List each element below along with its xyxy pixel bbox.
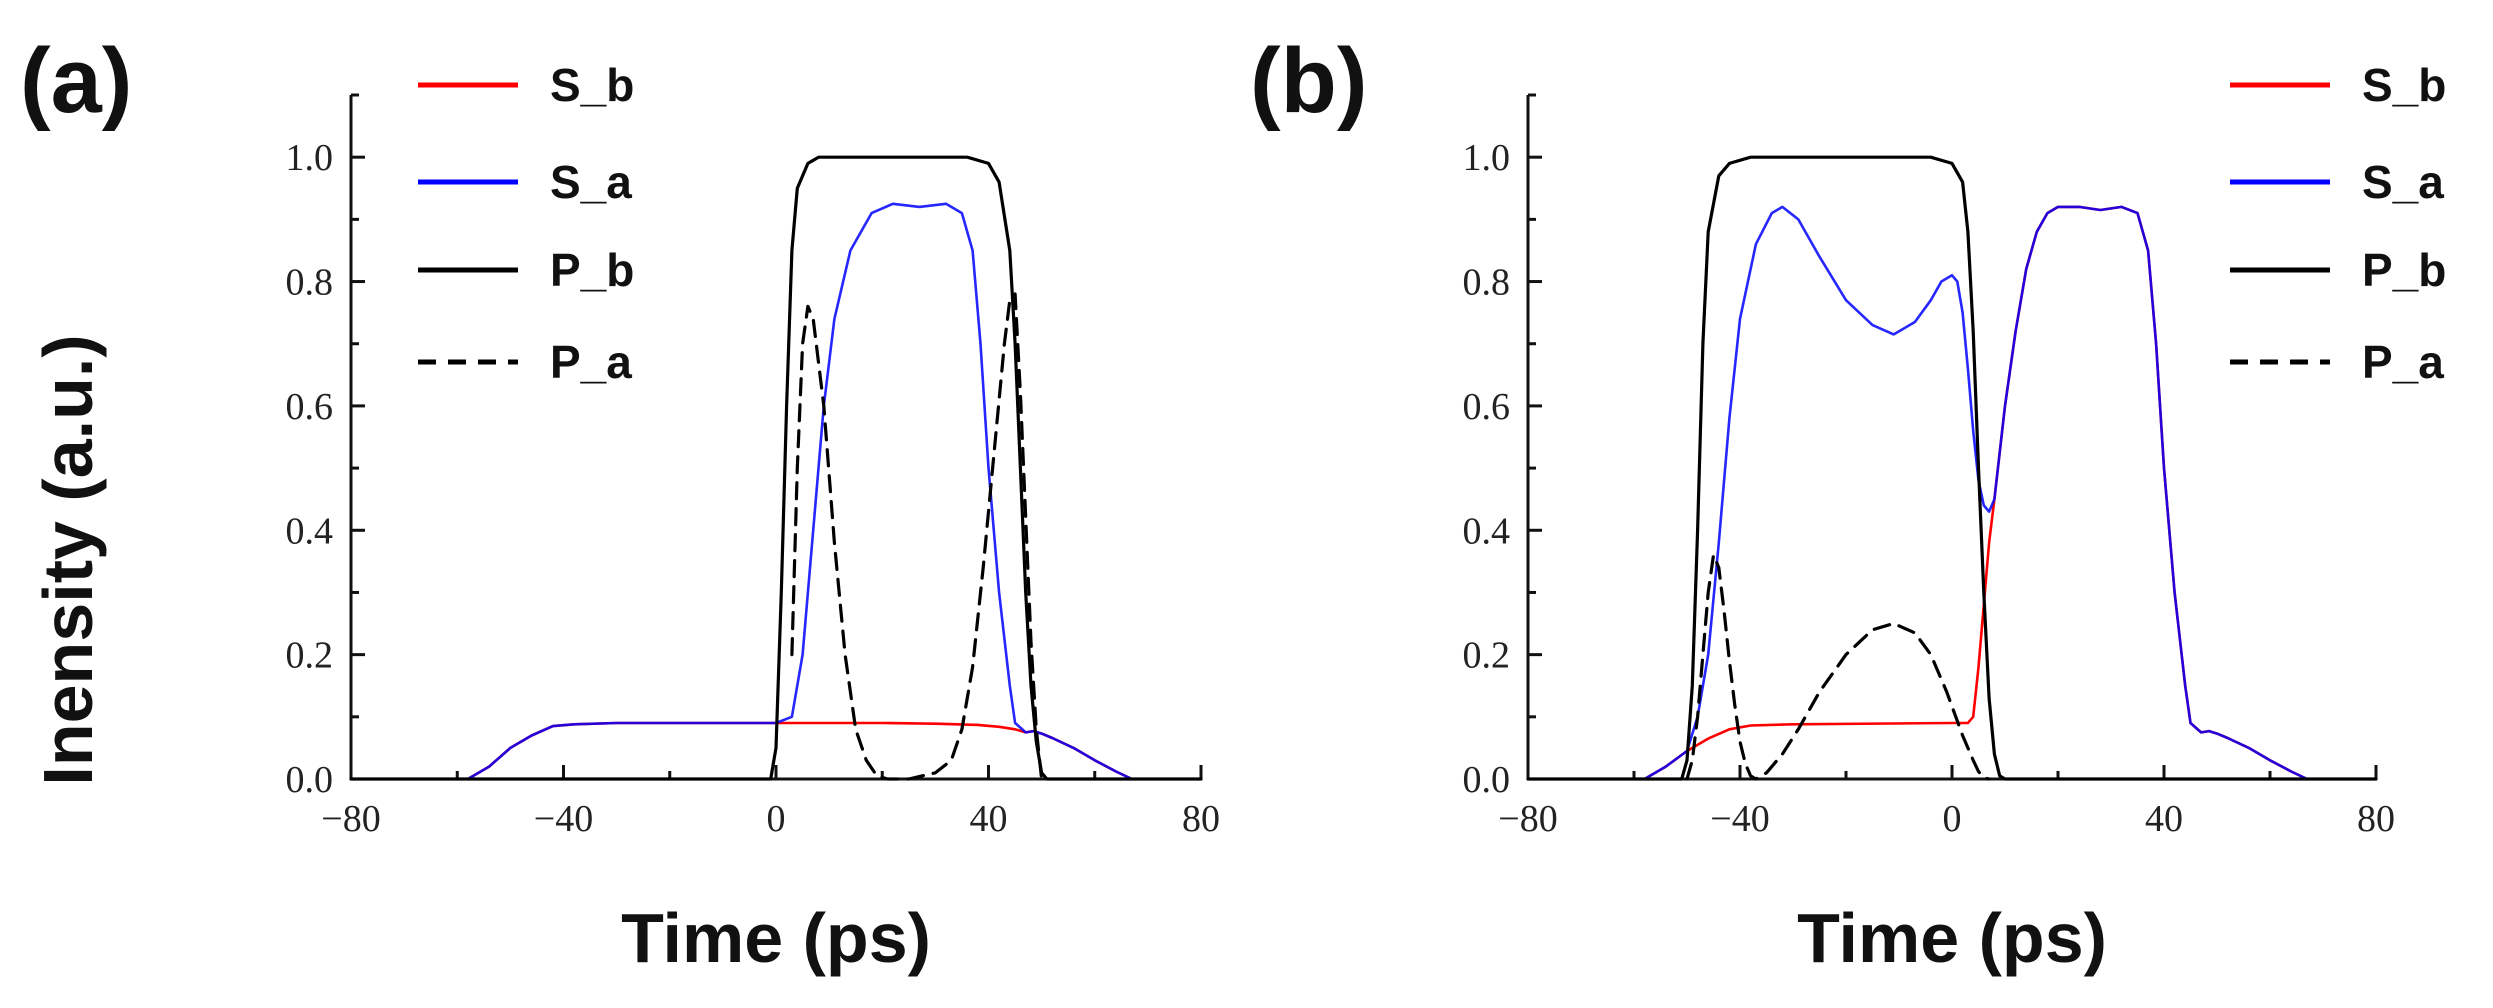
x-tick-label: −80 (321, 798, 380, 840)
y-tick-label: 0.0 (1463, 759, 1511, 801)
y-tick-label: 0.8 (286, 262, 334, 304)
series-p-b-line (349, 155, 1203, 781)
legend-label-p-a: P_a (550, 336, 632, 388)
legend-label-s-b: S_b (2362, 59, 2446, 111)
x-tick-label: 40 (2145, 798, 2183, 840)
y-tick-label: 0.0 (286, 759, 334, 801)
x-tick-label: −40 (534, 798, 593, 840)
x-axis-title: Time (ps) (1797, 899, 2107, 977)
panel-b: (b) −80 −40 0 40 80 0.0 0.2 0.4 0.6 0.8 1.0 Time (ps… (1250, 30, 2446, 977)
legend-label-p-b: P_b (2362, 244, 2446, 296)
y-tick-label: 1.0 (1463, 137, 1511, 179)
series-p-a-line (1685, 553, 1991, 781)
series-p-b-line (1526, 155, 2378, 781)
series-p-a-line (790, 292, 1044, 781)
y-axis-title: Inensity (a.u.) (29, 334, 107, 785)
y-tick-label: 1.0 (286, 137, 334, 179)
legend-label-s-a: S_a (550, 156, 632, 208)
y-tick-label: 0.8 (1463, 262, 1511, 304)
series-s-a-line (349, 202, 1203, 781)
x-tick-label: −40 (1710, 798, 1769, 840)
legend-label-s-a: S_a (2362, 156, 2444, 208)
panel-a: (a) −80 −40 0 40 80 0.0 0.2 0.4 0.6 0.8 1.0 Time (ps… (20, 30, 1220, 977)
legend-label-p-a: P_a (2362, 336, 2444, 388)
x-tick-label: 40 (970, 798, 1008, 840)
x-tick-label: 80 (1182, 798, 1220, 840)
x-tick-label: 0 (767, 798, 786, 840)
series-s-a-line (1526, 205, 2378, 781)
legend-label-p-b: P_b (550, 244, 634, 296)
x-axis-title: Time (ps) (621, 899, 931, 977)
panel-b-label: (b) (1250, 30, 1367, 132)
y-tick-label: 0.2 (1463, 635, 1511, 677)
y-tick-label: 0.6 (286, 386, 334, 428)
y-tick-label: 0.2 (286, 635, 334, 677)
x-tick-label: 80 (2357, 798, 2395, 840)
series-s-b-line (1526, 205, 2378, 781)
x-tick-label: 0 (1943, 798, 1962, 840)
panel-a-label: (a) (20, 30, 132, 132)
y-tick-label: 0.4 (286, 510, 334, 552)
x-tick-label: −80 (1498, 798, 1557, 840)
y-tick-label: 0.4 (1463, 510, 1511, 552)
y-tick-label: 0.6 (1463, 386, 1511, 428)
legend-label-s-b: S_b (550, 59, 634, 111)
